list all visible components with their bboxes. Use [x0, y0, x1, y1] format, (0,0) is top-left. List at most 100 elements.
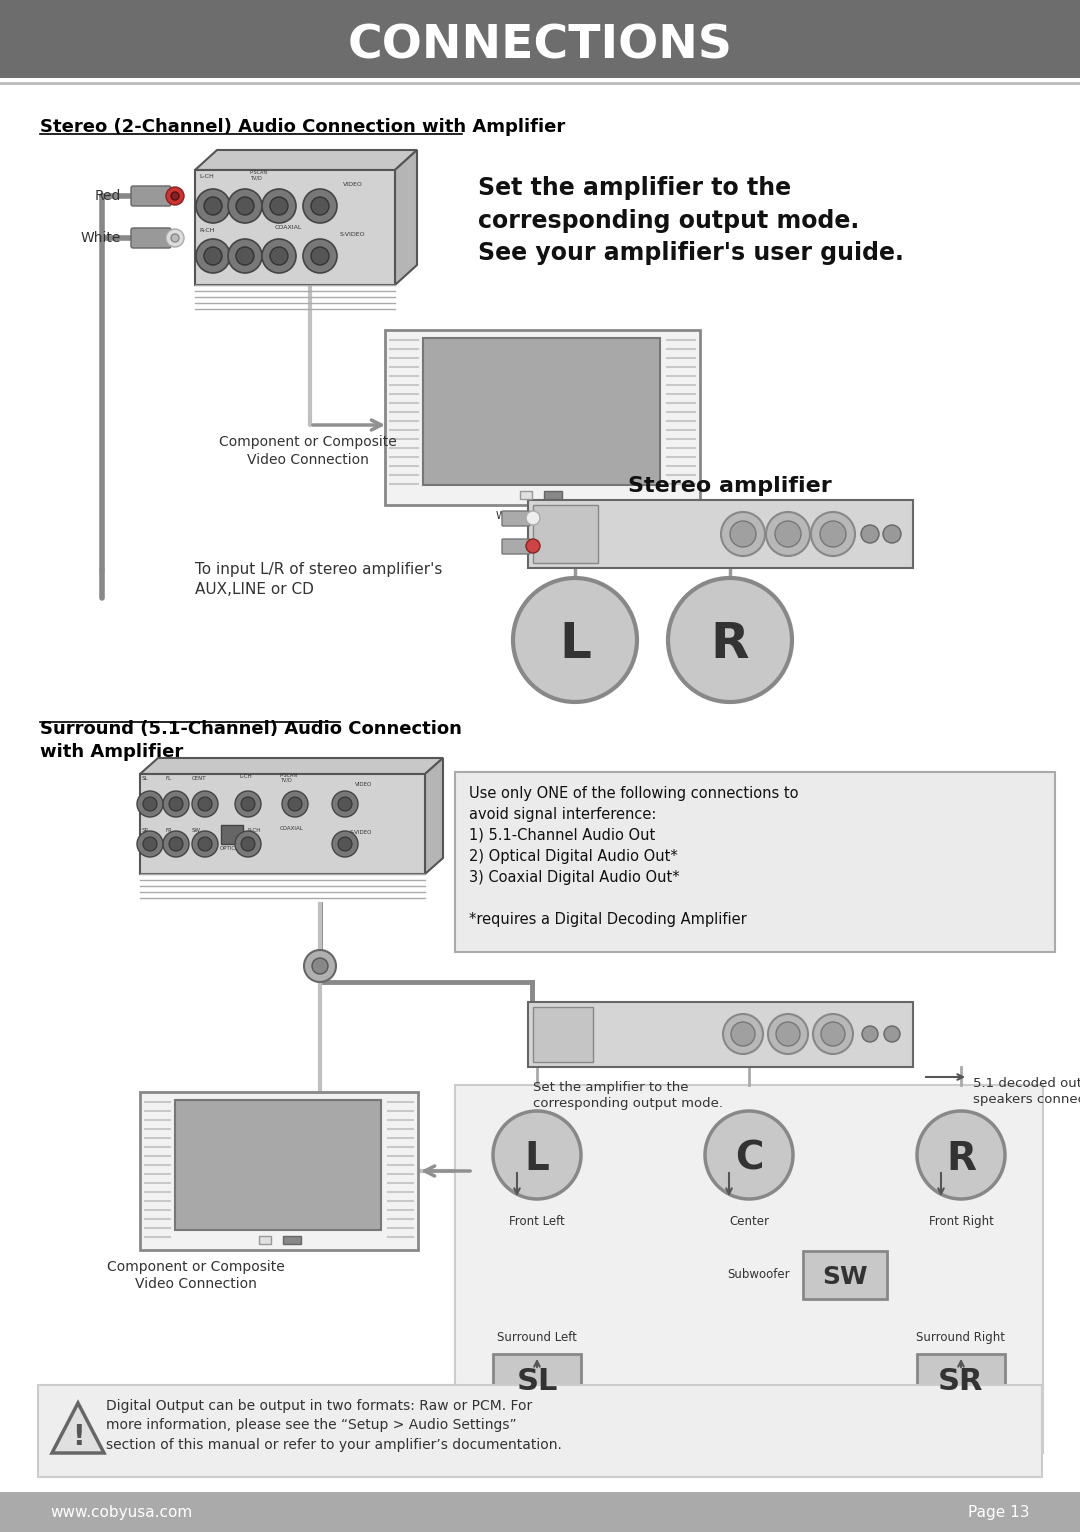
FancyBboxPatch shape	[38, 1385, 1042, 1477]
FancyBboxPatch shape	[502, 539, 530, 555]
Text: SL: SL	[141, 777, 149, 781]
FancyBboxPatch shape	[528, 1002, 913, 1066]
Circle shape	[171, 234, 179, 242]
Circle shape	[163, 791, 189, 817]
Circle shape	[811, 512, 855, 556]
Circle shape	[821, 1022, 845, 1046]
Circle shape	[237, 198, 254, 214]
Text: Stereo (2-Channel) Audio Connection with Amplifier: Stereo (2-Channel) Audio Connection with…	[40, 118, 565, 136]
Circle shape	[235, 830, 261, 856]
Circle shape	[166, 187, 184, 205]
Circle shape	[721, 512, 765, 556]
Circle shape	[311, 198, 329, 214]
Polygon shape	[195, 150, 417, 170]
FancyBboxPatch shape	[519, 490, 532, 499]
Text: Use only ONE of the following connections to
avoid signal interference:
1) 5.1-C: Use only ONE of the following connection…	[469, 786, 798, 927]
FancyBboxPatch shape	[0, 1492, 1080, 1532]
Text: To input L/R of stereo amplifier's
AUX,LINE or CD: To input L/R of stereo amplifier's AUX,L…	[195, 562, 443, 597]
FancyBboxPatch shape	[455, 1085, 1043, 1452]
Text: Front Right: Front Right	[929, 1215, 994, 1229]
Text: Surround Left: Surround Left	[497, 1331, 577, 1344]
Text: COAXIAL: COAXIAL	[280, 826, 303, 830]
Circle shape	[526, 539, 540, 553]
Text: Component or Composite
Video Connection: Component or Composite Video Connection	[107, 1259, 285, 1291]
Circle shape	[731, 1022, 755, 1046]
Text: www.cobyusa.com: www.cobyusa.com	[50, 1504, 192, 1520]
Text: P-SCAN: P-SCAN	[249, 170, 268, 175]
Circle shape	[166, 228, 184, 247]
Circle shape	[171, 192, 179, 201]
FancyBboxPatch shape	[221, 826, 243, 844]
Circle shape	[883, 525, 901, 542]
Text: OPTICAL: OPTICAL	[220, 846, 243, 850]
Circle shape	[137, 830, 163, 856]
Circle shape	[228, 239, 262, 273]
Circle shape	[311, 247, 329, 265]
Text: Center: Center	[729, 1215, 769, 1229]
Text: R: R	[946, 1140, 976, 1178]
Circle shape	[492, 1111, 581, 1200]
Text: CONNECTIONS: CONNECTIONS	[348, 23, 732, 69]
Circle shape	[338, 836, 352, 850]
Circle shape	[705, 1111, 793, 1200]
Polygon shape	[395, 150, 417, 285]
Text: P-SCAN: P-SCAN	[280, 774, 298, 778]
Text: VIDEO: VIDEO	[355, 781, 373, 787]
Text: Set the amplifier to the
corresponding output mode.: Set the amplifier to the corresponding o…	[534, 1082, 723, 1111]
FancyBboxPatch shape	[384, 329, 700, 506]
FancyBboxPatch shape	[528, 499, 913, 568]
Text: Surround Right: Surround Right	[917, 1331, 1005, 1344]
Circle shape	[768, 1014, 808, 1054]
Text: TV/D: TV/D	[280, 777, 292, 781]
Circle shape	[235, 791, 261, 817]
Circle shape	[143, 797, 157, 810]
Text: Red: Red	[95, 188, 121, 204]
Text: Stereo amplifier: Stereo amplifier	[629, 476, 832, 496]
Text: SW: SW	[192, 827, 201, 833]
Circle shape	[303, 239, 337, 273]
FancyBboxPatch shape	[259, 1236, 271, 1244]
Circle shape	[195, 239, 230, 273]
Circle shape	[137, 791, 163, 817]
Circle shape	[775, 521, 801, 547]
Circle shape	[143, 836, 157, 850]
FancyBboxPatch shape	[140, 774, 426, 873]
Circle shape	[262, 188, 296, 224]
Circle shape	[241, 836, 255, 850]
FancyBboxPatch shape	[492, 1354, 581, 1406]
Circle shape	[262, 239, 296, 273]
Circle shape	[192, 791, 218, 817]
Text: White: White	[496, 512, 526, 521]
Circle shape	[198, 797, 212, 810]
Circle shape	[303, 950, 336, 982]
Circle shape	[288, 797, 302, 810]
Polygon shape	[140, 758, 443, 774]
Text: S-VIDEO: S-VIDEO	[350, 830, 373, 835]
FancyBboxPatch shape	[140, 1092, 418, 1250]
Text: SR: SR	[141, 827, 149, 833]
Circle shape	[862, 1026, 878, 1042]
FancyBboxPatch shape	[455, 772, 1055, 951]
Circle shape	[338, 797, 352, 810]
Text: Page 13: Page 13	[969, 1504, 1030, 1520]
Circle shape	[198, 836, 212, 850]
Circle shape	[885, 1026, 900, 1042]
Circle shape	[730, 521, 756, 547]
Text: FL: FL	[166, 777, 172, 781]
Text: Front Left: Front Left	[509, 1215, 565, 1229]
Circle shape	[228, 188, 262, 224]
Text: TV/D: TV/D	[249, 175, 261, 179]
FancyBboxPatch shape	[131, 185, 171, 205]
Circle shape	[332, 830, 357, 856]
Circle shape	[820, 521, 846, 547]
Circle shape	[168, 797, 183, 810]
Text: R: R	[711, 620, 750, 668]
FancyBboxPatch shape	[423, 339, 660, 486]
Circle shape	[195, 188, 230, 224]
Polygon shape	[426, 758, 443, 873]
Text: C: C	[734, 1140, 764, 1178]
Circle shape	[168, 836, 183, 850]
Text: Digital Output can be output in two formats: Raw or PCM. For
more information, p: Digital Output can be output in two form…	[106, 1399, 562, 1452]
FancyBboxPatch shape	[544, 490, 562, 499]
Circle shape	[204, 247, 222, 265]
